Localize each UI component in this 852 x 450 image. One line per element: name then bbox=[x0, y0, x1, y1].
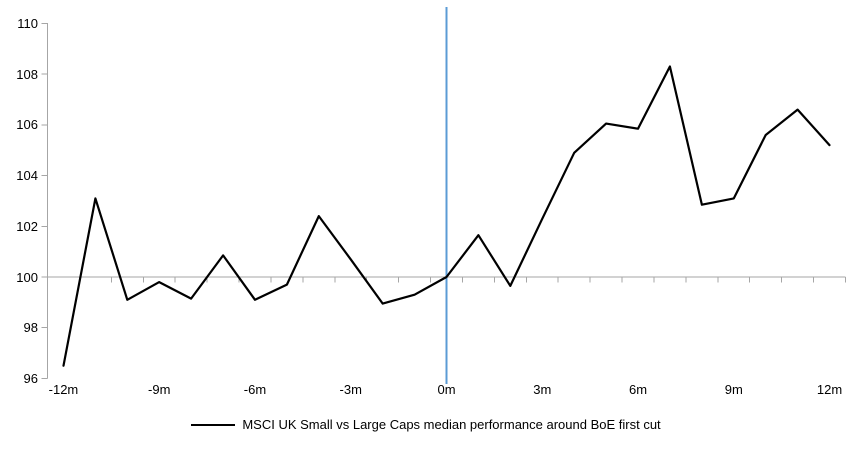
x-axis-tick-label: -9m bbox=[148, 382, 171, 397]
x-axis-tick-label: -3m bbox=[339, 382, 362, 397]
y-axis-tick-label: 108 bbox=[16, 66, 38, 82]
x-axis-tick-label: 6m bbox=[628, 382, 648, 397]
x-axis-tick-label: -12m bbox=[48, 382, 79, 397]
legend-label: MSCI UK Small vs Large Caps median perfo… bbox=[242, 417, 661, 432]
x-axis-tick-label: 3m bbox=[533, 382, 552, 397]
x-axis-tick-label: 0m bbox=[437, 382, 456, 397]
y-axis-tick-label: 110 bbox=[17, 15, 38, 31]
y-axis-tick-label: 96 bbox=[23, 370, 38, 386]
series-line bbox=[62, 65, 831, 367]
x-axis-tick-label: -6m bbox=[243, 382, 267, 397]
y-axis-tick-label: 104 bbox=[16, 168, 38, 184]
legend: MSCI UK Small vs Large Caps median perfo… bbox=[0, 417, 852, 433]
y-axis-tick-label: 106 bbox=[16, 117, 38, 133]
x-axis-tick-label: 9m bbox=[724, 382, 743, 397]
y-axis-tick-label: 98 bbox=[23, 320, 38, 336]
y-axis-tick-label: 100 bbox=[16, 269, 38, 285]
y-axis-tick-label: 102 bbox=[16, 218, 38, 234]
x-axis-tick-label: 12m bbox=[816, 382, 843, 397]
legend-line-swatch bbox=[191, 424, 236, 426]
